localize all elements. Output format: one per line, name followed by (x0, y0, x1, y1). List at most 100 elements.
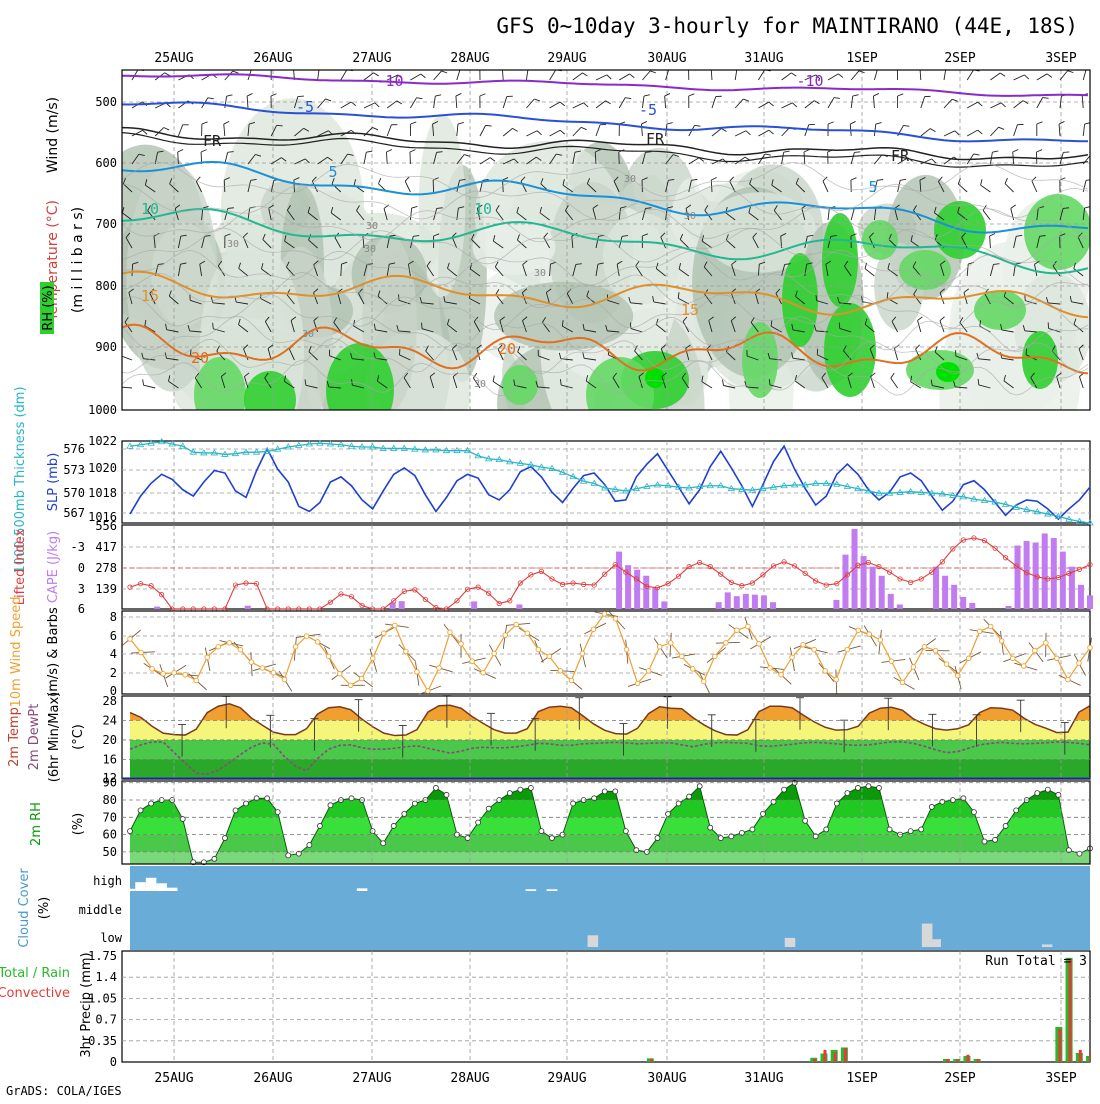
cape-bar (942, 576, 948, 609)
wind10-label: 10m Wind Speed (9, 597, 24, 708)
date-label-top: 27AUG (352, 51, 391, 66)
cape-bar (1051, 538, 1057, 609)
axis-tick-label: 6 (110, 629, 117, 643)
axis-tick-label: 60 (103, 828, 117, 842)
cape-bar (734, 596, 740, 609)
rh-point (919, 827, 924, 832)
wind10-point (801, 642, 806, 647)
rh-point (602, 789, 607, 794)
rh-point (402, 811, 407, 816)
wind10-point (1066, 677, 1071, 682)
contour-label: 5 (868, 178, 877, 196)
wind10-point (1077, 661, 1082, 666)
rh-point (275, 810, 280, 815)
contour-label: 30 (534, 268, 546, 279)
rh-point (307, 842, 312, 847)
cape-bar (154, 607, 160, 609)
wind10-point (249, 660, 254, 665)
rh-point (128, 829, 133, 834)
rh-point (718, 836, 723, 841)
contour-label: 20 (191, 349, 209, 367)
cape-bar (725, 592, 731, 609)
axis-tick-label: 90 (103, 776, 117, 790)
wind10-point (437, 666, 442, 671)
precip-conv-bar (844, 1048, 847, 1062)
rh-high-blob (822, 213, 858, 307)
lifted-index-label: Lifted Index (13, 528, 28, 605)
rh-point (244, 801, 249, 806)
axis-tick-label: 24 (103, 713, 117, 727)
wind10-point (977, 629, 982, 634)
rh-point (1014, 808, 1019, 813)
date-label-top: 1SEP (846, 51, 877, 66)
rh-point (982, 839, 987, 844)
wind10-point (1088, 645, 1093, 650)
precip-conv-bar (956, 1060, 959, 1062)
rh-point (317, 823, 322, 828)
axis-tick-label: 4 (110, 647, 117, 661)
rh-point (212, 856, 217, 861)
date-label-bottom: 31AUG (744, 1071, 783, 1086)
date-label-top: 26AUG (253, 51, 292, 66)
contour-label: 15 (141, 287, 159, 305)
wind10-point (271, 670, 276, 675)
precip-conv-bar (966, 1055, 969, 1062)
axis-tick-label: 600 (95, 156, 117, 170)
rh-point (233, 808, 238, 813)
rh-point (486, 806, 491, 811)
rh-point (866, 784, 871, 789)
wind10-point (1055, 656, 1060, 661)
rh-point (855, 785, 860, 790)
cape-bar (888, 594, 894, 609)
chart-title: GFS 0~10day 3-hourly for MAINTIRANO (44E… (496, 14, 1078, 38)
contour-label: 30 (364, 244, 376, 255)
contour-label: 10 (474, 200, 492, 218)
wind10-point (955, 673, 960, 678)
rh2m-unit: (%) (71, 813, 86, 836)
contour-label: 30 (624, 174, 636, 185)
rh-point (149, 801, 154, 806)
rh-shade-blob (603, 213, 681, 305)
wind10-point (481, 670, 486, 675)
wind10-point (668, 641, 673, 646)
rh-point (465, 836, 470, 841)
contour-label: 30 (684, 211, 696, 222)
precip-axis-label: 3hr Precip (mm) (79, 952, 94, 1057)
precip-conv-bar (1058, 1029, 1061, 1062)
wind10-point (1010, 656, 1015, 661)
cape-bar (471, 601, 477, 609)
wind10-point (359, 676, 364, 681)
rh-label: RH (%) (41, 285, 56, 330)
date-label-bottom: 30AUG (647, 1071, 686, 1086)
wind10-point (701, 679, 706, 684)
wind10-point (227, 641, 232, 646)
contour-label: 20 (498, 340, 516, 358)
date-label-bottom: 28AUG (450, 1071, 489, 1086)
date-label-top: 2SEP (944, 51, 975, 66)
wind10-point (1044, 641, 1049, 646)
temp-unit-label: (°C) (71, 724, 86, 750)
axis-tick-label: 1.4 (95, 970, 117, 984)
wind10-point (348, 683, 353, 688)
wind10-point (613, 616, 618, 621)
rh-point (433, 785, 438, 790)
contour-label: -5 (296, 98, 314, 116)
wind10-point (393, 623, 398, 628)
precip-conv-bar (834, 1052, 837, 1062)
wind10-point (878, 638, 883, 643)
wind10-label-b: (m/s) & Barbs (46, 607, 61, 697)
contour-label: -5 (639, 101, 657, 119)
date-label-top: 29AUG (547, 51, 586, 66)
cape-bar (245, 606, 251, 609)
contour-label: 30 (227, 239, 239, 250)
wind10-point (834, 677, 839, 682)
wind10-point (183, 672, 188, 677)
wind10-point (293, 644, 298, 649)
rh-point (1056, 792, 1061, 797)
rh-high-blob (974, 290, 1026, 330)
contour-label: FR (891, 147, 910, 165)
rh-point (929, 804, 934, 809)
rh-point (887, 827, 892, 832)
wind10-point (856, 628, 861, 633)
